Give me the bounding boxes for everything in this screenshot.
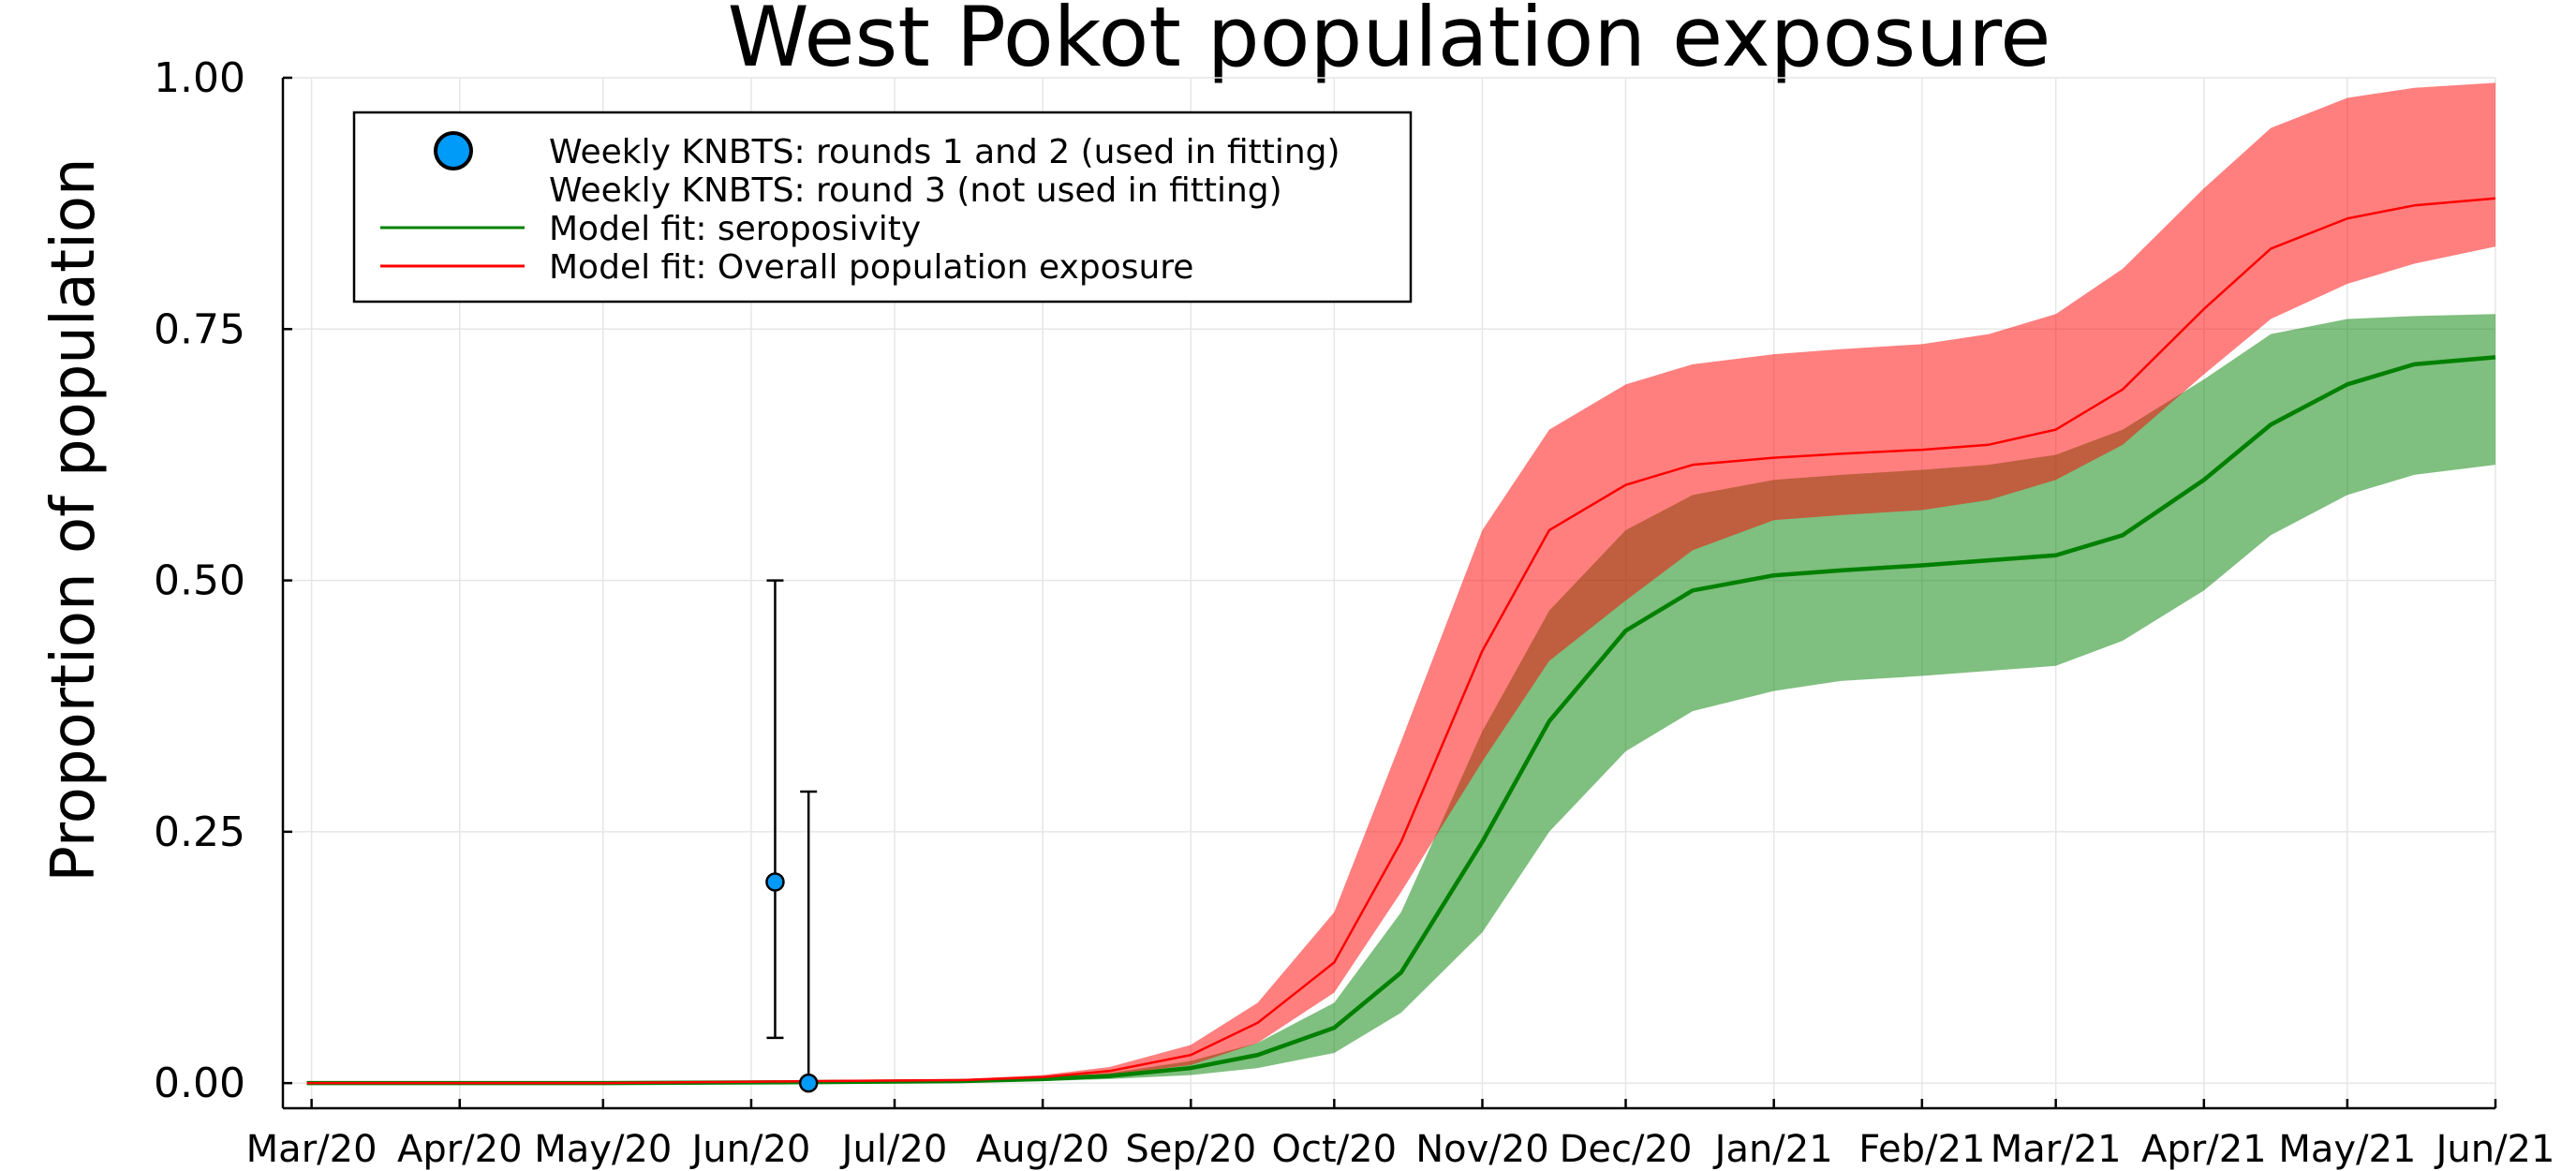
legend: Weekly KNBTS: rounds 1 and 2 (used in fi… [352, 111, 1413, 304]
x-tick-label: Mar/21 [1991, 1128, 2122, 1171]
y-tick-label: 0.25 [154, 808, 245, 856]
x-tick-label: Oct/20 [1272, 1128, 1398, 1171]
legend-label: Weekly KNBTS: rounds 1 and 2 (used in fi… [549, 133, 1340, 171]
legend-label: Weekly KNBTS: round 3 (not used in fitti… [549, 171, 1282, 210]
x-tick-label: Jun/21 [2434, 1128, 2555, 1171]
legend-box [352, 111, 1413, 304]
x-tick-label: Apr/21 [2141, 1128, 2267, 1171]
y-tick-label: 0.00 [154, 1060, 245, 1107]
x-tick-label: Aug/20 [976, 1128, 1109, 1171]
x-tick-label: Dec/20 [1560, 1128, 1693, 1171]
data-points [765, 579, 819, 1093]
y-tick-label: 1.00 [154, 54, 245, 102]
exposure-band [306, 82, 2495, 1084]
confidence-bands [306, 82, 2495, 1084]
x-tick-label: Mar/20 [246, 1128, 378, 1171]
x-tick-label: Nov/20 [1415, 1128, 1548, 1171]
chart-title: West Pokot population exposure [728, 0, 2051, 85]
data-point [765, 872, 785, 892]
y-axis-label: Proportion of population [39, 157, 109, 882]
x-tick-label: Feb/21 [1858, 1128, 1985, 1171]
y-tick-label: 0.50 [154, 557, 245, 605]
x-tick-label: Jul/20 [839, 1128, 948, 1171]
x-tick-label: May/21 [2278, 1128, 2416, 1171]
x-tick-label: Jun/20 [689, 1128, 811, 1171]
x-tick-label: Sep/20 [1125, 1128, 1256, 1171]
x-tick-label: Apr/20 [397, 1128, 523, 1171]
legend-label: Model fit: Overall population exposure [549, 248, 1193, 287]
x-tick-label: May/20 [534, 1128, 672, 1171]
exposure-line [306, 197, 2496, 1085]
seropositivity-line [306, 355, 2496, 1086]
legend-label: Model fit: seroposivity [549, 210, 921, 248]
y-tick-label: 0.75 [154, 305, 245, 353]
legend-marker-icon [434, 131, 473, 170]
axes: Mar/20 Apr/20 May/20 Jun/20 Jul/20 Aug/20 Sep/… [154, 54, 2554, 1171]
data-point [798, 1073, 819, 1093]
model-lines [306, 197, 2496, 1086]
x-tick-label: Jan/21 [1712, 1128, 1833, 1171]
seropositivity-band [306, 314, 2495, 1084]
